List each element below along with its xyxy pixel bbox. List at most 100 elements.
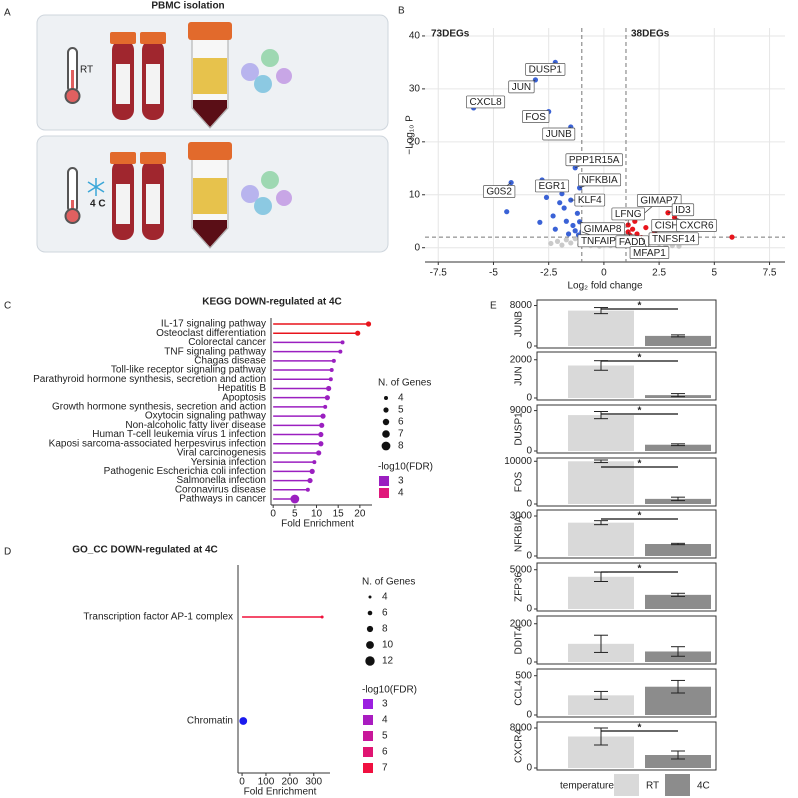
legend-swatch [379,476,389,486]
bar [568,365,634,398]
point [557,200,563,206]
y-tick-label: 20 [409,136,421,147]
point-label: NFKBIA [582,175,618,186]
y-tick-label: 40 [409,31,421,42]
point [508,179,514,186]
category-label: Parathyroid hormone synthesis, secretion… [33,374,266,385]
y-tick-label: 8000 [510,723,533,734]
category-label: Chagas disease [194,355,266,366]
legend-label: 3 [382,699,388,710]
legend-dot [382,430,390,438]
legend-swatch [363,715,373,725]
x-axis-label: Fold Enrichment [281,519,354,530]
dot [320,413,326,419]
dot [305,487,310,492]
illustration-title: PBMC isolation [151,1,224,12]
bar [645,335,711,346]
point [554,238,561,244]
point [574,210,580,216]
legend-dot [366,625,374,633]
x-tick-label: 20 [354,509,366,520]
panel-title: FOS [514,471,525,492]
dot [319,422,325,428]
y-tick-label: 9000 [510,405,533,416]
panel-title: DDIT4 [514,625,525,654]
dot [326,385,332,392]
point [563,218,569,224]
panel-frame [536,509,717,559]
significance-label: * [638,511,642,522]
panel-letter: D [4,547,11,558]
point [729,234,735,240]
dot [318,431,324,438]
point-label: KLF4 [578,195,602,206]
label-box [671,203,695,217]
point-label: JUNB [546,129,572,140]
significance-label: * [638,459,642,470]
significance-label: * [638,301,642,312]
bar [568,310,634,346]
panel-title: JUN [514,366,525,385]
point [643,224,649,231]
panel-title: ZFP36 [514,572,525,602]
y-tick-label: 0 [526,551,532,562]
category-label: IL-17 signaling pathway [161,319,266,330]
category-label: Toll-like receptor signaling pathway [111,365,266,376]
x-axis-label: Fold Enrichment [244,787,317,798]
legend-dot [382,418,390,426]
bar [645,594,711,609]
point-label: TNFSF14 [652,234,696,245]
y-tick-label: 30 [409,84,421,95]
point-label: G0S2 [486,187,512,198]
legend-label: RT [646,781,659,792]
legend-dot [366,641,374,649]
point-label: CISH [655,221,679,232]
label-box [629,246,670,259]
category-label: Pathways in cancer [179,494,266,505]
y-tick-label: 10 [409,189,421,200]
point [630,226,636,232]
panel-frame [536,404,717,454]
significance-label: * [638,723,642,734]
legend-swatch [363,747,373,757]
y-tick-label: 0 [526,657,532,668]
dot [312,460,317,465]
legend-title: N. of Genes [362,577,415,588]
x-tick-label: 200 [282,777,299,788]
legend-dot [383,407,389,413]
legend-swatch [665,774,690,796]
y-tick-label: 0 [526,604,532,615]
y-tick-label: 0 [526,446,532,457]
panel-letter: E [490,301,497,312]
category-label: Oxytocin signaling pathway [145,411,266,422]
legend-dot [365,656,375,666]
legend-label: 4 [382,592,388,603]
x-axis-label: Log₂ fold change [567,281,642,292]
legend-label: 4 [382,715,388,726]
point [550,213,556,219]
dot [239,717,248,725]
x-tick-label: -2.5 [540,268,558,279]
dot [340,340,345,345]
panel-title: NFKBIA [514,516,525,552]
x-tick-label: 100 [258,777,275,788]
legend-title: -log10(FDR) [362,685,417,696]
panel-title: CCL4 [514,680,525,706]
label-box [508,80,535,94]
annotation: 73DEGs [431,29,470,40]
bar [645,498,711,504]
panel-frame [536,351,717,401]
dot [307,477,313,484]
condition-label: 4 C [90,199,106,210]
point [548,240,554,247]
legend-swatch [363,763,373,773]
legend-title: N. of Genes [378,378,431,389]
x-tick-label: -7.5 [430,268,448,279]
chart-title: GO_CC DOWN-regulated at 4C [72,545,218,556]
x-tick-label: -5 [489,268,498,279]
legend-dot [368,595,372,599]
point [543,194,550,201]
x-tick-label: 10 [311,509,323,520]
point [563,237,569,243]
x-tick-label: 15 [333,509,345,520]
